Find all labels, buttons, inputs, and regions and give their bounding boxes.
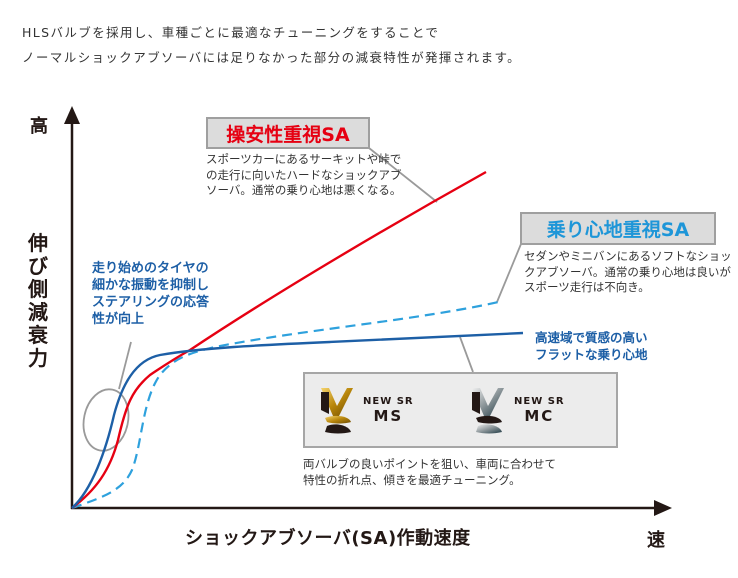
leader-lines: [82, 147, 522, 452]
intro-text: HLSバルブを採用し、車種ごとに最適なチューニングをすることで ノーマルショック…: [22, 20, 521, 70]
mc-emblem-icon: [472, 388, 504, 434]
logo-description-line: 両バルブの良いポイントを狙い、車両に合わせて: [303, 457, 556, 471]
logo-description: 両バルブの良いポイントを狙い、車両に合わせて 特性の折れ点、傾きを最適チューニン…: [303, 457, 556, 488]
y-axis-label-char: 減: [28, 300, 48, 324]
new-sr-mc-logo: NEW SR MC: [470, 384, 565, 436]
ms-logo-line1: NEW SR: [363, 395, 414, 407]
callout-line: 高速域で質感の高い: [535, 330, 648, 345]
y-axis-arrow-icon: [64, 106, 80, 124]
new-sr-curve: [71, 331, 524, 509]
comfort-sa-description: セダンやミニバンにあるソフトなショックアブソーバ。通常の乗り心地は良いがスポーツ…: [524, 249, 732, 294]
sport-sa-description: スポーツカーにあるサーキットや峠での走行に向いたハードなショックアブソーバ。通常…: [206, 152, 402, 197]
early-response-callout: 走り始めのタイヤの 細かな振動を抑制し ステアリングの応答 性が向上: [92, 260, 252, 328]
callout-line: フラットな乗り心地: [535, 347, 648, 362]
y-axis-label-char: 力: [28, 346, 48, 370]
y-axis-label: 伸 び 側 減 衰 力: [28, 232, 50, 370]
mc-logo-line2: MC: [524, 406, 555, 425]
sport-sa-title: 操安性重視SA: [206, 117, 370, 149]
flat-ride-callout: 高速域で質感の高い フラットな乗り心地: [535, 329, 735, 363]
y-axis-label-char: 側: [28, 277, 48, 301]
y-axis-label-char: 伸: [28, 231, 48, 255]
x-axis-arrow-icon: [654, 500, 672, 516]
x-axis-label: ショックアブソーバ(SA)作動速度: [185, 528, 471, 549]
comfort-sa-curve: [71, 299, 504, 510]
y-axis-label-char: 衰: [28, 323, 48, 347]
y-axis-high-label: 高: [30, 116, 48, 137]
callout-line: ステアリングの応答: [92, 295, 210, 310]
new-sr-ms-logo: NEW SR MS: [319, 384, 414, 436]
mc-logo-line1: NEW SR: [514, 395, 565, 407]
new-sr-logo-box: NEW SR MS NEW SR MC: [303, 372, 618, 448]
intro-line-1: HLSバルブを採用し、車種ごとに最適なチューニングをすることで: [22, 25, 440, 40]
ms-logo-line2: MS: [373, 406, 404, 425]
callout-line: 走り始めのタイヤの: [92, 261, 209, 276]
logo-description-line: 特性の折れ点、傾きを最適チューニング。: [303, 472, 521, 487]
y-axis-label-char: び: [28, 254, 48, 278]
callout-line: 性が向上: [92, 312, 145, 327]
sport-sa-curve: [71, 170, 487, 509]
intro-line-2: ノーマルショックアブソーバには足りなかった部分の減衰特性が発揮されます。: [22, 50, 522, 65]
axes: [64, 106, 672, 516]
ms-emblem-icon: [321, 388, 353, 434]
callout-line: 細かな振動を抑制し: [92, 278, 210, 293]
x-axis-fast-label: 速: [647, 530, 665, 551]
comfort-sa-title: 乗り心地重視SA: [520, 212, 716, 245]
